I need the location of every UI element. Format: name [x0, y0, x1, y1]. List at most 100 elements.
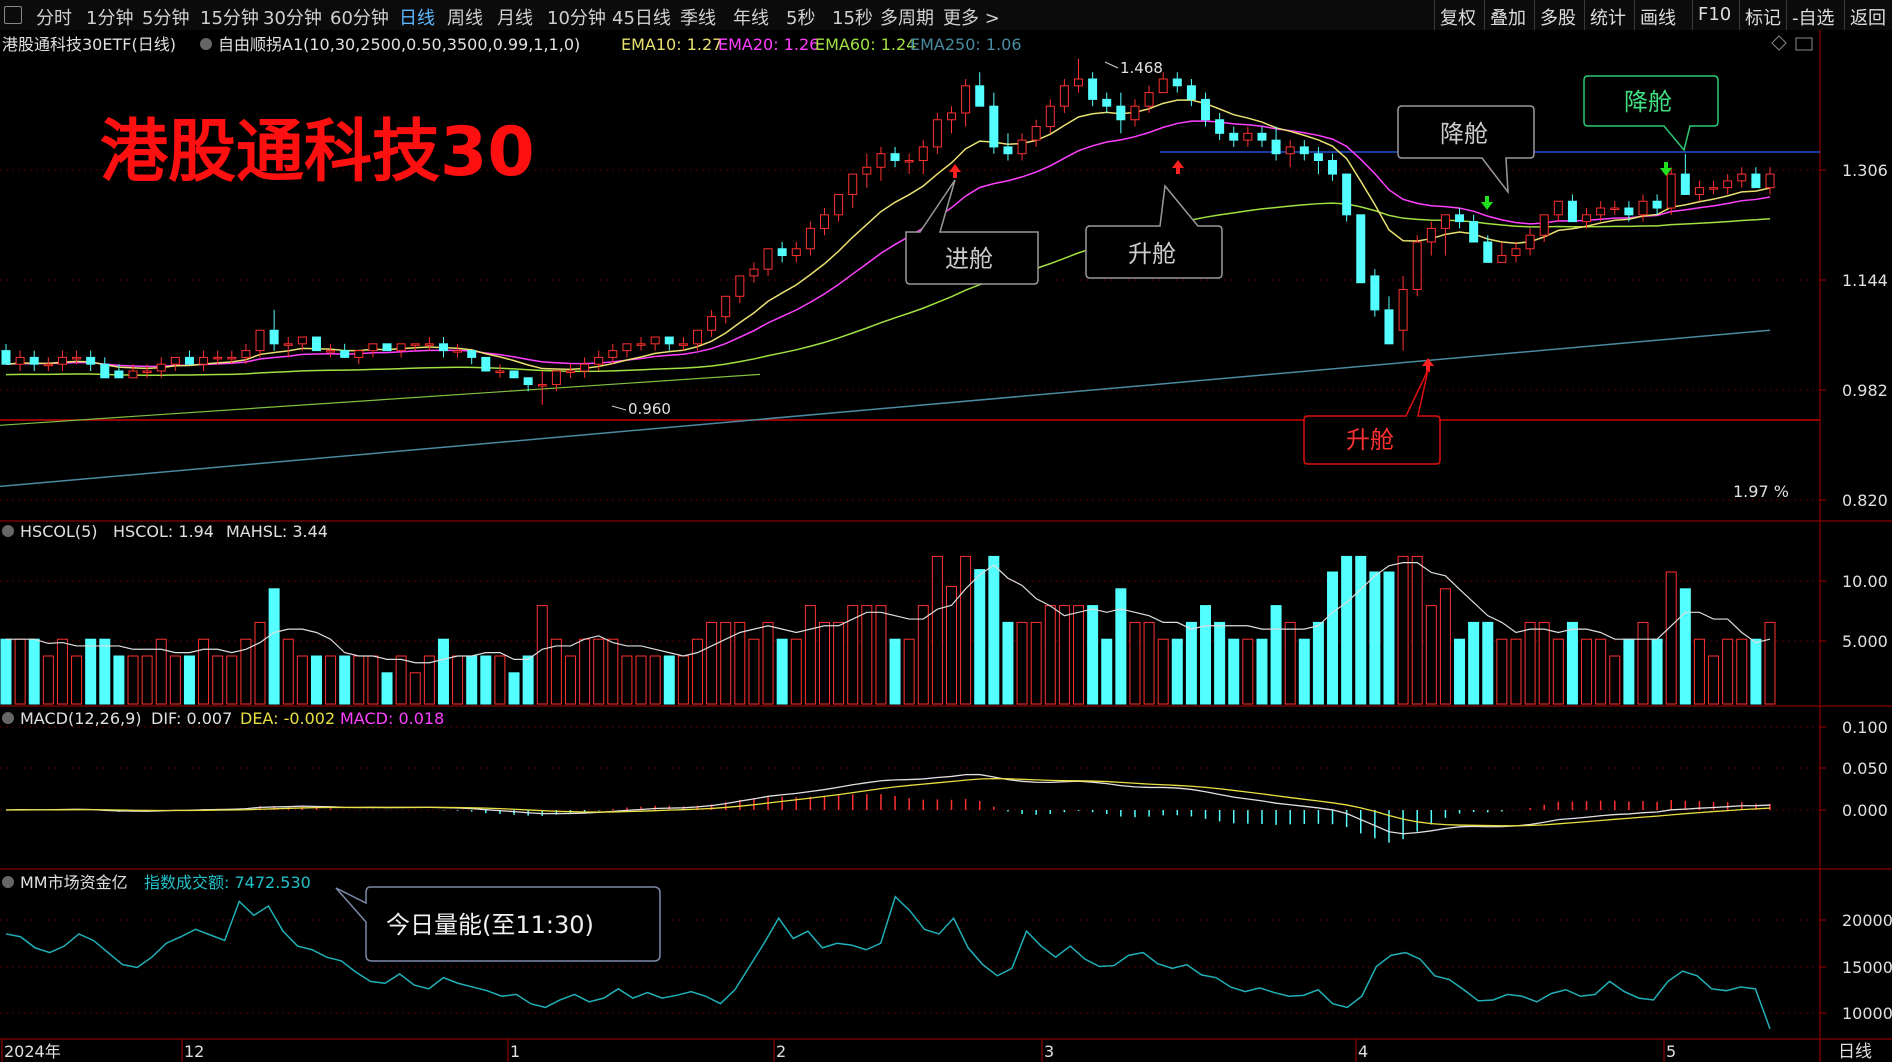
tab-3[interactable]: 15分钟 [200, 8, 259, 29]
candle [594, 356, 604, 365]
toolbar-button-5[interactable]: F10 [1698, 4, 1732, 25]
volume-bar [1298, 638, 1310, 705]
toolbar-button-7[interactable]: -自选 [1792, 8, 1835, 29]
volume-bar [550, 638, 562, 705]
volume-bar [720, 621, 732, 705]
tab-14[interactable]: 15秒 [832, 8, 873, 29]
period-label: 日线 [1838, 1042, 1872, 1062]
candle [1497, 255, 1507, 263]
candle [100, 363, 110, 379]
volume-bar [1722, 638, 1734, 705]
window-icon[interactable] [1795, 37, 1813, 51]
x-tick-label: 2024年 [4, 1042, 61, 1061]
x-tick-label: 2 [776, 1042, 786, 1061]
tab-7[interactable]: 周线 [447, 8, 483, 29]
tab-13[interactable]: 5秒 [786, 8, 816, 29]
candle [1243, 132, 1253, 141]
volume-bar [946, 585, 958, 705]
tab-9[interactable]: 10分钟 [547, 8, 606, 29]
tab-2[interactable]: 5分钟 [142, 8, 190, 29]
svg-text:升舱: 升舱 [1346, 426, 1394, 454]
x-tick-label: 4 [1358, 1042, 1368, 1061]
candle [241, 350, 251, 358]
volume-bar [183, 655, 195, 705]
volume-bar [833, 621, 845, 705]
y-tick-label: 10.00 [1842, 572, 1888, 591]
volume-bar [240, 638, 252, 705]
candle [890, 153, 900, 161]
volume-bar [1665, 571, 1677, 705]
tab-8[interactable]: 月线 [497, 8, 533, 29]
volume-bar [1609, 655, 1621, 705]
tab-12[interactable]: 年线 [733, 8, 769, 29]
vol-settings-icon[interactable] [2, 525, 14, 537]
volume-bar [649, 655, 661, 705]
volume-bar [113, 655, 125, 705]
candle [1045, 105, 1055, 128]
volume-bar [1369, 571, 1381, 705]
svg-text:进舱: 进舱 [945, 245, 993, 273]
settings-dot-icon[interactable] [200, 38, 212, 50]
y-tick-label: 0.050 [1842, 759, 1888, 778]
volume-bar [141, 655, 153, 705]
candle [340, 350, 350, 358]
tab-16[interactable]: 更多 > [943, 8, 1000, 29]
candle [213, 356, 223, 360]
toolbar-button-8[interactable]: 返回 [1850, 8, 1886, 29]
volume-bar [14, 638, 26, 705]
volume-bar [776, 638, 788, 705]
tab-10[interactable]: 45日线 [612, 8, 671, 29]
callout-shengcang-2: 升舱 [1303, 369, 1441, 465]
tab-15[interactable]: 多周期 [880, 8, 934, 29]
candle [1666, 173, 1676, 209]
diamond-icon[interactable] [1771, 35, 1787, 51]
tab-0[interactable]: 分时 [36, 8, 72, 29]
candle [1539, 214, 1549, 236]
candle [749, 268, 759, 277]
ema20-label: EMA20: 1.26 [718, 35, 819, 54]
toolbar-button-4[interactable]: 画线 [1640, 8, 1676, 29]
volume-bar [1411, 555, 1423, 705]
y-tick-label: 15000 [1842, 958, 1892, 977]
fund-settings-icon[interactable] [2, 876, 14, 888]
candle [1723, 180, 1733, 189]
candle [1638, 200, 1648, 216]
volume-bar [1171, 638, 1183, 705]
volume-bar [790, 638, 802, 705]
toolbar-button-2[interactable]: 多股 [1540, 8, 1576, 29]
volume-bar [99, 638, 111, 705]
volume-bar [56, 638, 68, 705]
toolbar-button-6[interactable]: 标记 [1745, 8, 1781, 29]
toolbar-button-0[interactable]: 复权 [1440, 8, 1476, 29]
toolbar-button-1[interactable]: 叠加 [1490, 8, 1526, 29]
volume-bar [42, 655, 54, 705]
volume-bar [310, 655, 322, 705]
volume-bar [395, 655, 407, 705]
candle [1624, 207, 1634, 216]
tab-5[interactable]: 60分钟 [330, 8, 389, 29]
candle [156, 363, 166, 372]
tab-4[interactable]: 30分钟 [263, 8, 322, 29]
volume-bar [353, 655, 365, 705]
candle [1455, 214, 1465, 223]
volume-bar [381, 672, 393, 705]
volume-bar [1327, 571, 1339, 705]
candle [721, 295, 731, 318]
candle [622, 343, 632, 352]
volume-bar [917, 605, 929, 705]
macd-settings-icon[interactable] [2, 712, 14, 724]
instrument-name: 港股通科技30ETF(日线) [2, 35, 176, 54]
y-tick-label: 1.144 [1842, 271, 1888, 290]
candle [297, 336, 307, 345]
y-tick-label: 0.000 [1842, 801, 1888, 820]
tab-1[interactable]: 1分钟 [86, 8, 134, 29]
candle [1031, 126, 1041, 141]
candle [368, 343, 378, 352]
tab-11[interactable]: 季线 [680, 8, 716, 29]
toolbar-button-3[interactable]: 统计 [1590, 8, 1626, 29]
menu-icon[interactable] [4, 6, 22, 24]
volume-bar [437, 638, 449, 705]
tab-6[interactable]: 日线 [399, 8, 435, 29]
y-tick-label: 5.000 [1842, 632, 1888, 651]
volume-bar [607, 638, 619, 705]
